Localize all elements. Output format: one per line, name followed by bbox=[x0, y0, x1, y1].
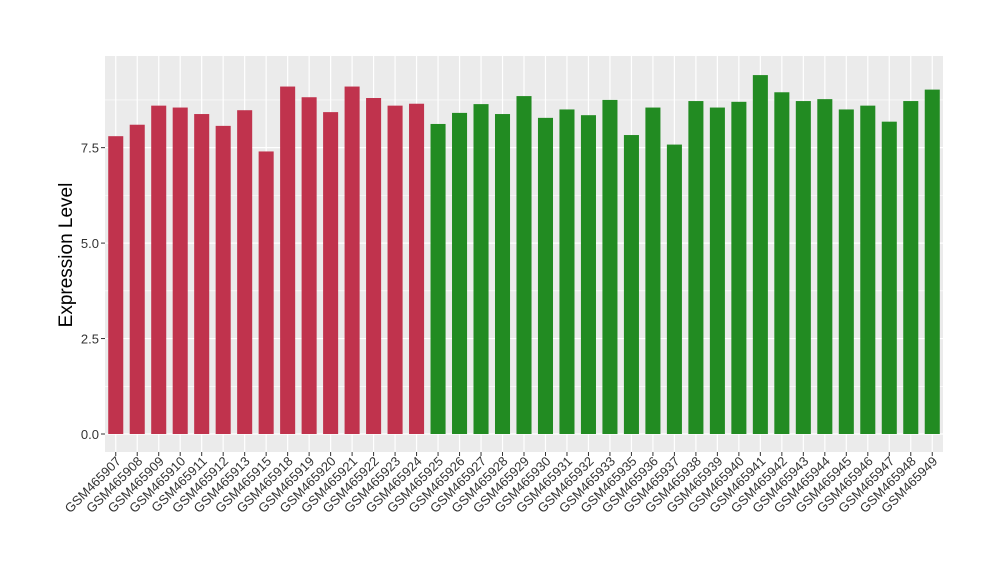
bar-GSM465943 bbox=[795, 101, 811, 435]
y-axis-ticks: 0.0 2.5 5.0 7.5 bbox=[81, 141, 105, 442]
bar-GSM465925 bbox=[430, 123, 446, 435]
bar-GSM465948 bbox=[903, 101, 919, 435]
x-axis-ticks: GSM465907GSM465908GSM465909GSM465910GSM4… bbox=[62, 452, 940, 516]
bar-GSM465919 bbox=[301, 97, 317, 435]
bar-GSM465924 bbox=[409, 103, 425, 435]
bar-GSM465935 bbox=[623, 135, 639, 434]
bar-GSM465913 bbox=[237, 110, 253, 434]
bar-GSM465942 bbox=[774, 92, 790, 434]
bar-GSM465921 bbox=[344, 86, 360, 434]
bar-GSM465922 bbox=[366, 98, 382, 434]
bar-GSM465932 bbox=[580, 115, 596, 434]
bar-GSM465946 bbox=[860, 105, 876, 435]
bar-GSM465944 bbox=[817, 99, 833, 435]
bar-GSM465915 bbox=[258, 151, 274, 435]
bar-GSM465941 bbox=[752, 75, 768, 434]
bar-GSM465926 bbox=[452, 112, 468, 435]
bar-GSM465931 bbox=[559, 109, 575, 435]
y-tick-label: 2.5 bbox=[81, 332, 99, 347]
bar-GSM465947 bbox=[881, 121, 897, 434]
bar-GSM465909 bbox=[151, 105, 167, 435]
bar-GSM465928 bbox=[494, 114, 511, 434]
bar-GSM465929 bbox=[516, 96, 532, 434]
bar-GSM465945 bbox=[838, 109, 854, 435]
bar-GSM465908 bbox=[129, 124, 145, 435]
bar-GSM465907 bbox=[108, 136, 124, 434]
bar-GSM465920 bbox=[323, 112, 339, 435]
y-tick-label: 0.0 bbox=[81, 427, 99, 442]
y-tick-label: 5.0 bbox=[81, 236, 99, 251]
bar-GSM465927 bbox=[473, 104, 489, 434]
bar-GSM465910 bbox=[172, 107, 188, 434]
bar-GSM465918 bbox=[280, 86, 296, 434]
bar-GSM465911 bbox=[194, 114, 210, 434]
bar-GSM465930 bbox=[537, 117, 554, 434]
bar-GSM465939 bbox=[709, 107, 725, 434]
bar-GSM465937 bbox=[666, 144, 682, 434]
bar-GSM465949 bbox=[924, 89, 940, 434]
y-axis-label: Expression Level bbox=[56, 183, 77, 328]
bar-GSM465940 bbox=[731, 101, 747, 435]
bar-GSM465933 bbox=[602, 99, 618, 434]
bar-GSM465923 bbox=[387, 105, 403, 435]
bar-GSM465938 bbox=[688, 101, 704, 435]
bar-GSM465936 bbox=[645, 107, 661, 434]
bars bbox=[108, 75, 940, 435]
bar-GSM465912 bbox=[215, 125, 231, 434]
y-tick-label: 7.5 bbox=[81, 141, 99, 156]
